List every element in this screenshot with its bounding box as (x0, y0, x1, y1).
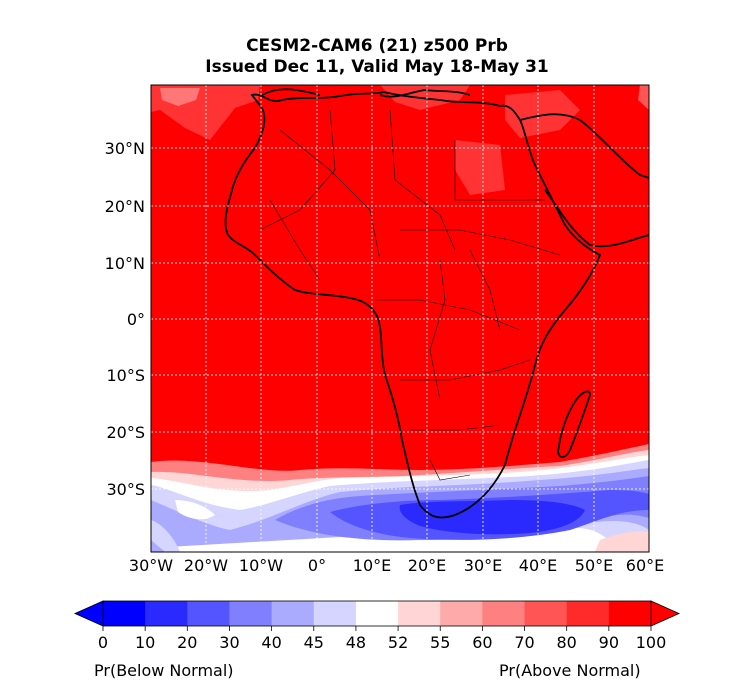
colorbar-segment (355, 601, 399, 626)
lat-label: 30°N (105, 139, 145, 158)
probability-field (151, 85, 649, 552)
field-patch-egypt (455, 140, 505, 195)
lon-label: 40°E (519, 556, 557, 575)
colorbar-segment (313, 601, 357, 626)
longitude-labels: 30°W 20°W 10°W 0° 10°E 20°E 30°E 40°E 50… (129, 556, 664, 575)
lon-label: 30°W (129, 556, 173, 575)
colorbar-tick-label: 90 (599, 633, 619, 652)
lat-label: 20°S (106, 423, 145, 442)
lon-label: 10°W (239, 556, 283, 575)
colorbar: 0 10 20 30 40 45 48 52 55 60 70 80 90 100 (74, 600, 680, 652)
colorbar-segment (229, 601, 273, 626)
coastlines (224, 88, 649, 519)
colorbar-frame (102, 600, 652, 627)
colorbar-segment (398, 601, 441, 626)
lon-label: 0° (308, 556, 326, 575)
lon-label: 50°E (575, 556, 613, 575)
lon-label: 10°E (353, 556, 391, 575)
field-patch-sw-corner (151, 540, 165, 552)
map-title-line-1: CESM2-CAM6 (21) z500 Prb (246, 36, 508, 56)
colorbar-segment (145, 601, 188, 626)
colorbar-tick-label: 100 (636, 633, 667, 652)
lat-label: 0° (127, 310, 145, 329)
coastline-mediterranean (379, 89, 471, 98)
lon-label: 20°W (184, 556, 228, 575)
colorbar-tick-label: 10 (135, 633, 155, 652)
colorbar-segment (103, 601, 146, 626)
colorbar-segment (271, 601, 315, 626)
colorbar-right-label: Pr(Above Normal) (499, 661, 641, 680)
coastline-arabia (544, 189, 649, 248)
colorbar-extend-high (650, 600, 680, 627)
colorbar-tick-label: 55 (430, 633, 450, 652)
lon-label: 20°E (408, 556, 446, 575)
colorbar-segment (440, 601, 483, 626)
colorbar-tick-label: 30 (219, 633, 239, 652)
field-patch-sw (151, 520, 180, 552)
colorbar-tick-label: 70 (514, 633, 534, 652)
lat-label: 20°N (105, 197, 145, 216)
colorbar-tick-label: 48 (346, 633, 366, 652)
map-title-line-2: Issued Dec 11, Valid May 18-May 31 (205, 57, 549, 77)
field-patch-se (595, 531, 649, 552)
coastline-middle-east (519, 113, 649, 179)
lat-label: 10°N (105, 254, 145, 273)
colorbar-extend-low (74, 600, 104, 627)
border-6 (375, 299, 521, 331)
border-4 (454, 140, 545, 201)
colorbar-left-label: Pr(Below Normal) (94, 661, 234, 680)
colorbar-segment (524, 601, 568, 626)
field-patch-north-west-light (160, 88, 200, 106)
border-5 (400, 229, 561, 256)
field-patch-north-east (505, 90, 580, 138)
lat-label: 30°S (106, 480, 145, 499)
border-9 (429, 459, 471, 481)
latitude-labels: 30°N 20°N 10°N 0° 10°S 20°S 30°S (105, 139, 145, 499)
lon-label: 30°E (464, 556, 502, 575)
colorbar-tick-label: 0 (98, 633, 108, 652)
lon-label: 60°E (626, 556, 664, 575)
field-patch-white-west (175, 500, 215, 520)
border-10 (269, 199, 321, 281)
field-patch-north-east-corner (638, 85, 649, 110)
map-frame (150, 84, 650, 553)
colorbar-segment (482, 601, 526, 626)
border-3 (389, 109, 456, 251)
colorbar-tick-label: 45 (304, 633, 324, 652)
colorbar-tick-label: 20 (177, 633, 197, 652)
border-1 (279, 129, 381, 261)
colorbar-segment (187, 601, 230, 626)
coastline-iberia (261, 88, 321, 96)
coastline-africa (224, 91, 602, 519)
lat-label: 10°S (106, 366, 145, 385)
field-band-10-20 (399, 500, 585, 535)
colorbar-tick-label: 80 (557, 633, 577, 652)
colorbar-segment (566, 601, 610, 626)
coastline-madagascar (557, 390, 591, 458)
colorbar-tick-label: 40 (261, 633, 281, 652)
gridlines (151, 85, 649, 552)
colorbar-tick-label: 60 (472, 633, 492, 652)
colorbar-tick-label: 52 (388, 633, 408, 652)
colorbar-segment (608, 601, 652, 626)
